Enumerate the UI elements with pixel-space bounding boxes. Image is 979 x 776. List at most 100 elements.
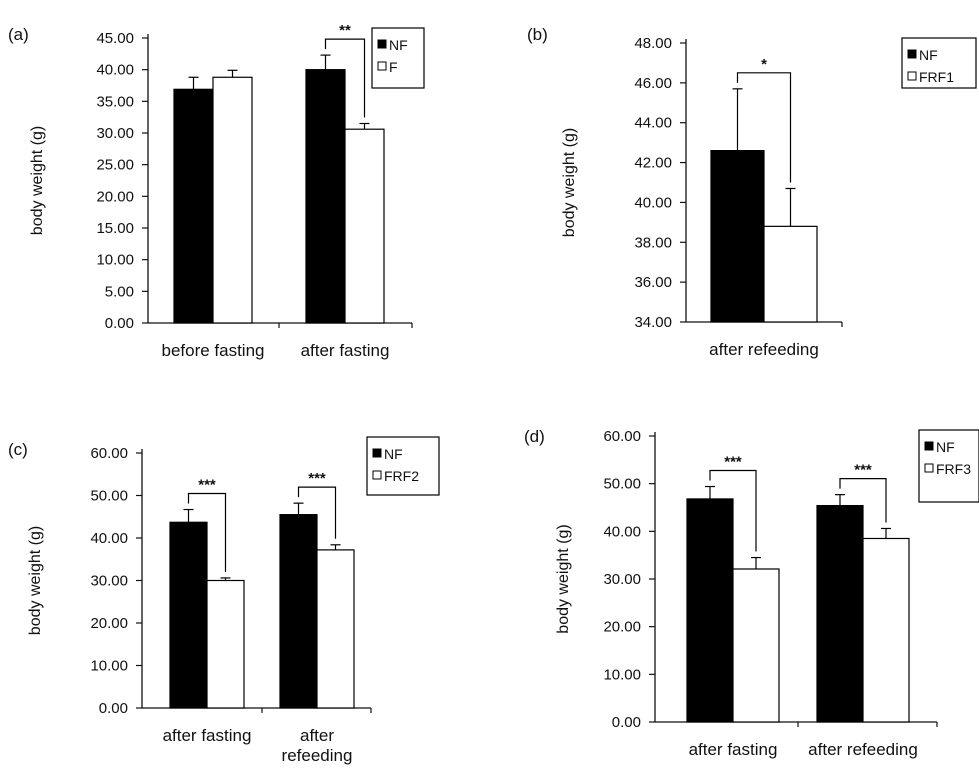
y-tick-label: 10.00 [90,658,128,675]
panel-label: (d) [524,427,545,446]
legend-swatch-nf [907,49,917,59]
x-category-label-line: after [300,726,334,745]
legend-label-f: F [389,59,398,75]
panel-label: (a) [8,25,29,44]
x-category-label-line: after refeeding [808,740,918,759]
x-category-label: after refeeding [808,740,918,759]
bar-frf3 [862,537,910,723]
legend-label-nf: NF [919,47,938,63]
x-category-label: before fasting [161,341,264,360]
legend-swatch-frf2 [372,470,382,480]
legend-swatch-nf [924,441,934,451]
y-tick-label: 30.00 [90,573,128,590]
significance-bracket [736,72,792,183]
y-tick-label: 60.00 [90,445,128,462]
significance-label: * [761,56,767,73]
significance-label: *** [198,477,216,494]
y-tick-label: 30.00 [603,571,641,588]
x-category-label: after fasting [163,726,252,745]
significance-bracket [324,38,366,118]
legend-swatch-nf [372,448,382,458]
y-tick-label: 0.00 [612,714,641,731]
x-category-label-line: refeeding [282,746,353,765]
y-tick-label: 25.00 [96,157,134,174]
x-category-label: after fasting [689,740,778,759]
significance-label: *** [854,462,872,479]
legend-swatch-frf3 [924,463,934,473]
bar-frf1 [763,225,818,323]
panel-c: (c) body weight (g) 0.00 10.00 20.00 30.00 40.… [8,436,440,765]
y-tick-label: 20.00 [96,188,134,205]
y-tick-label: 50.00 [603,476,641,493]
y-tick-label: 46.00 [634,75,672,92]
y-tick-label: 50.00 [90,488,128,505]
y-tick-label: 35.00 [96,93,134,110]
y-tick-label: 42.00 [634,155,672,172]
bar-frf3 [732,568,780,723]
y-tick-label: 5.00 [105,283,134,300]
y-tick-label: 40.00 [634,194,672,211]
y-tick-label: 36.00 [634,274,672,291]
y-tick-label: 20.00 [603,619,641,636]
panel-a: (a) body weight (g) 0.00 5.00 10.00 15.00 20.0… [8,22,425,360]
panel-label: (b) [527,25,548,44]
y-tick-label: 48.00 [634,35,672,52]
y-axis-label: body weight (g) [555,524,572,633]
y-tick-label: 44.00 [634,115,672,132]
bar-nf [686,498,734,723]
bar-f [344,128,385,324]
x-category-label-line: after refeeding [709,340,819,359]
y-tick-label: 60.00 [603,428,641,445]
significance-bracket [187,492,227,572]
significance-bracket [839,478,887,523]
legend-label-nf: NF [384,446,403,462]
x-category-label-line: after fasting [689,740,778,759]
legend-label-frf2: FRF2 [384,468,419,484]
x-category-label-line: before fasting [161,341,264,360]
legend-swatch-f [377,61,387,71]
y-tick-label: 40.00 [603,523,641,540]
legend-label-frf3: FRF3 [936,461,971,477]
y-tick-label: 20.00 [90,615,128,632]
y-tick-label: 38.00 [634,234,672,251]
legend-swatch-frf1 [907,71,917,81]
y-axis-label: body weight (g) [27,526,44,635]
y-tick-label: 30.00 [96,125,134,142]
bar-nf [710,150,765,323]
legend-swatch-nf [377,39,387,49]
bar-nf [279,514,318,709]
panel-d: (d) body weight (g) 0.00 10.00 20.00 30.00 40.… [524,427,979,759]
y-tick-label: 10.00 [603,666,641,683]
y-tick-label: 0.00 [99,700,128,717]
x-category-label: after refeeding [282,726,353,765]
panel-label: (c) [8,440,28,459]
y-tick-label: 40.00 [96,62,134,79]
legend-label-frf1: FRF1 [919,69,954,85]
significance-bracket [297,486,337,539]
x-category-label-line: after fasting [301,341,390,360]
bar-frf2 [206,579,245,709]
y-tick-label: 45.00 [96,30,134,47]
legend-box [366,436,440,496]
legend-box [371,27,425,89]
x-category-label: after fasting [301,341,390,360]
x-category-label-line: after fasting [163,726,252,745]
y-tick-label: 15.00 [96,220,134,237]
y-tick-label: 40.00 [90,530,128,547]
bar-nf [816,504,864,723]
legend-label-nf: NF [389,37,408,53]
significance-label: *** [724,454,742,471]
y-tick-label: 34.00 [634,314,672,331]
bar-nf [173,88,214,324]
legend-box [901,37,977,89]
significance-bracket [709,469,757,552]
y-tick-label: 0.00 [105,315,134,332]
y-axis-label: body weight (g) [29,126,46,235]
panel-b: (b) body weight (g) 34.00 36.00 38.00 40.00 42… [527,25,977,359]
significance-label: *** [308,470,326,487]
y-tick-label: 10.00 [96,252,134,269]
significance-label: ** [339,22,351,39]
x-category-label: after refeeding [709,340,819,359]
bar-nf [305,69,346,324]
